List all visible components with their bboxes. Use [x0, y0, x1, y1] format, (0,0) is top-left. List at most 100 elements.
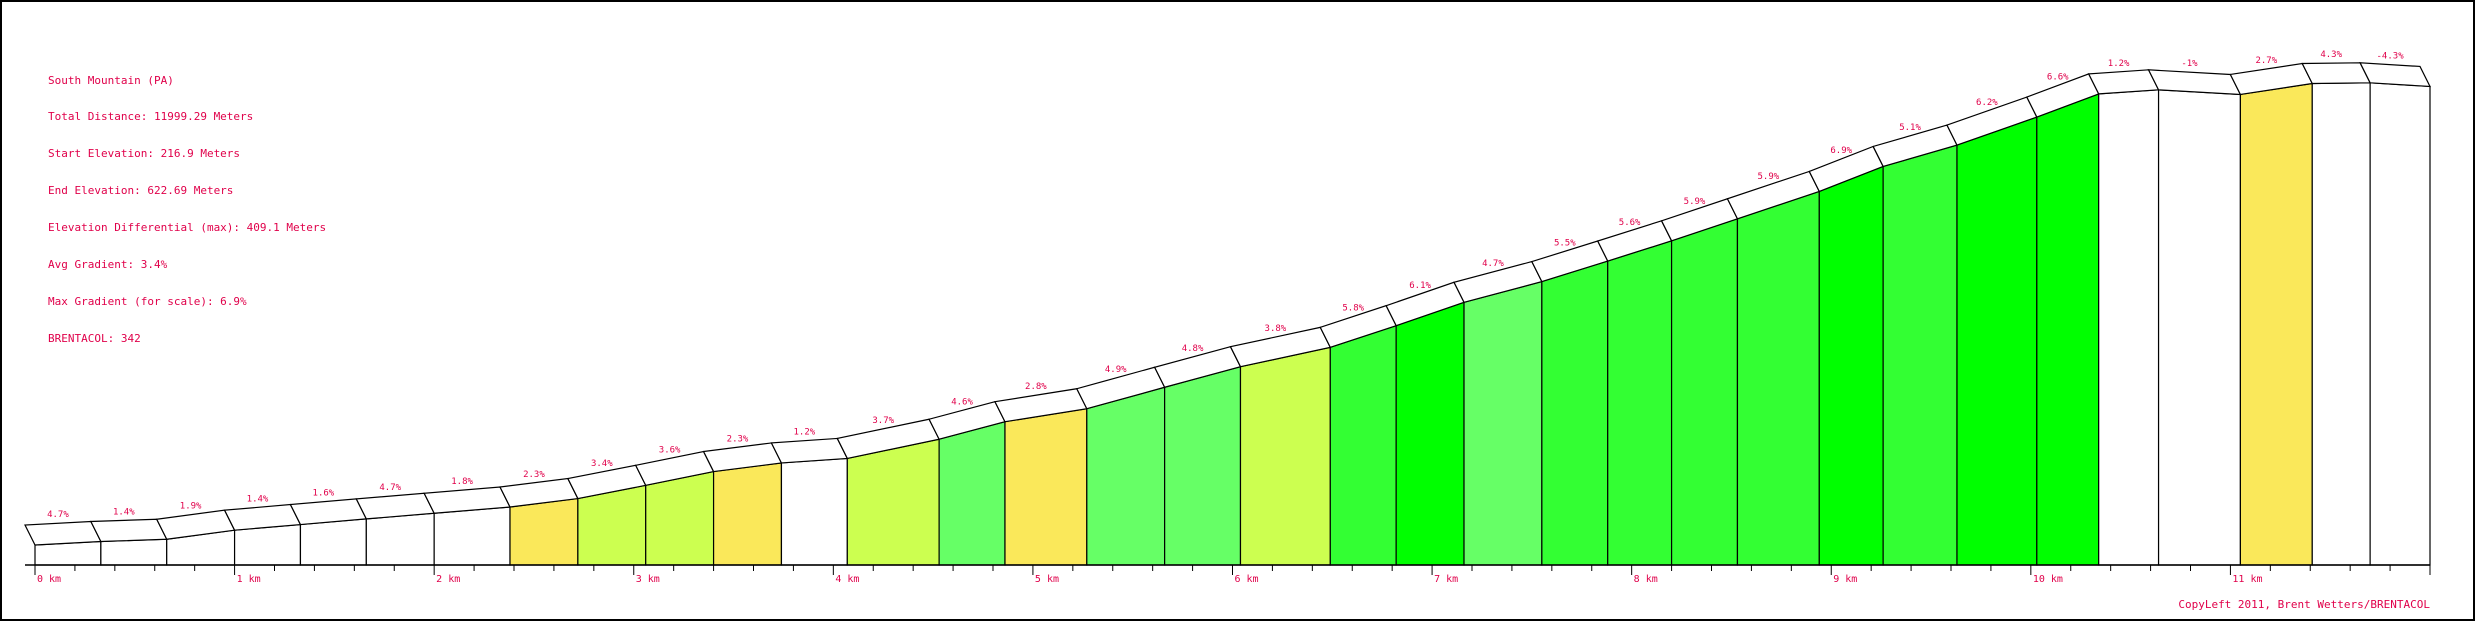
- segment-fill: [780, 457, 848, 566]
- gradient-label: 6.6%: [2047, 72, 2069, 82]
- x-tick-label: 5 km: [1035, 574, 1059, 585]
- x-tick-label: 4 km: [835, 574, 859, 585]
- gradient-label: 5.8%: [1342, 304, 1364, 314]
- gradient-label: 4.7%: [1482, 259, 1504, 269]
- route-title: South Mountain (PA): [48, 73, 174, 87]
- gradient-label: 1.6%: [313, 489, 335, 499]
- max-gradient: Max Gradient (for scale): 6.9%: [48, 294, 247, 308]
- segment-band: [24, 520, 102, 546]
- segment-fill: [2098, 89, 2160, 566]
- gradient-label: 2.8%: [1025, 382, 1047, 392]
- x-tick-label: 10 km: [2033, 574, 2063, 585]
- x-tick-label: 2 km: [436, 574, 460, 585]
- segment-band: [2087, 69, 2160, 95]
- route-info-block: South Mountain (PA) Total Distance: 1199…: [48, 50, 326, 357]
- segment-fill: [233, 523, 302, 566]
- segment-fill: [2311, 82, 2371, 566]
- segment-fill: [577, 484, 647, 566]
- gradient-label: 6.2%: [1976, 98, 1998, 108]
- segment-fill: [2157, 89, 2241, 566]
- x-tick-label: 1 km: [237, 574, 261, 585]
- gradient-label: -4.3%: [2377, 52, 2405, 62]
- gradient-labels: 4.7% 1.4% 1.9% 1.4% 1.6% 4.7% 1.8% 2.3% 3.4% 3.6%…: [47, 50, 2404, 520]
- segment-fill: [1239, 346, 1331, 566]
- gradient-label: 3.6%: [659, 445, 681, 455]
- gradient-label: 1.4%: [247, 494, 269, 504]
- gradient-label: 3.4%: [591, 459, 613, 469]
- x-tick-label: 8 km: [1634, 574, 1658, 585]
- gradient-label: 3.8%: [1265, 324, 1287, 334]
- x-tick-label: 7 km: [1434, 574, 1458, 585]
- gradient-label: 1.9%: [180, 502, 202, 512]
- avg-gradient: Avg Gradient: 3.4%: [48, 258, 168, 272]
- segment-band: [770, 437, 849, 464]
- segment-fill: [2369, 82, 2431, 566]
- segment-fill: [433, 506, 511, 566]
- x-tick-label: 11 km: [2232, 574, 2262, 585]
- segment-fill: [299, 518, 367, 566]
- segment-fill: [938, 420, 1006, 566]
- gradient-label: 1.4%: [113, 507, 135, 517]
- segment-fill: [1670, 217, 1739, 566]
- segment-fill: [2239, 82, 2313, 566]
- segment-band: [2359, 62, 2432, 88]
- x-tick-label: 6 km: [1235, 574, 1259, 585]
- segment-fill: [1882, 144, 1958, 566]
- brentacol-score: BRENTACOL: 342: [48, 331, 141, 345]
- gradient-label: 4.3%: [2320, 50, 2342, 60]
- segment-fill: [1736, 190, 1820, 566]
- gradient-label: 2.7%: [2255, 56, 2277, 66]
- segment-fill: [1541, 260, 1609, 566]
- gradient-label: 4.9%: [1105, 365, 1127, 375]
- elevation-differential: Elevation Differential (max): 409.1 Mete…: [48, 221, 327, 235]
- gradient-label: 4.6%: [951, 397, 973, 407]
- x-tick-labels: 0 km 1 km 2 km 3 km 4 km 5 km 6 km 7 km 8 km 9 km…: [37, 574, 2263, 585]
- segment-fill: [100, 538, 168, 566]
- x-tick-label: 0 km: [37, 574, 61, 585]
- gradient-label: 6.9%: [1830, 146, 1852, 156]
- gradient-label: 5.1%: [1899, 123, 1921, 133]
- gradient-label: 1.2%: [2108, 59, 2130, 69]
- copyleft-credit: CopyLeft 2011, Brent Wetters/BRENTACOL: [2178, 598, 2430, 611]
- gradient-label: 2.3%: [727, 434, 749, 444]
- gradient-label: 1.8%: [451, 477, 473, 487]
- segment-fills: [34, 82, 2431, 566]
- segment-fill: [1004, 408, 1088, 566]
- start-elevation: Start Elevation: 216.9 Meters: [48, 147, 241, 161]
- segment-fill: [509, 497, 579, 566]
- segment-fill: [1395, 301, 1465, 566]
- top-band: [24, 62, 2432, 546]
- segment-band: [2301, 62, 2372, 85]
- segment-fill: [1818, 165, 1884, 566]
- segment-fill: [365, 512, 435, 566]
- end-elevation: End Elevation: 622.69 Meters: [48, 184, 234, 198]
- gradient-label: 1.2%: [794, 428, 816, 438]
- segment-fill: [1956, 116, 2038, 566]
- segment-fill: [1607, 239, 1673, 566]
- segment-fill: [1086, 386, 1166, 566]
- gradient-label: 5.9%: [1684, 197, 1706, 207]
- gradient-label: 6.1%: [1409, 281, 1431, 291]
- segment-fill: [846, 438, 940, 566]
- gradient-label: 4.8%: [1182, 344, 1204, 354]
- gradient-label: 5.9%: [1758, 172, 1780, 182]
- segment-fill: [1164, 365, 1242, 566]
- gradient-label: 4.7%: [47, 510, 69, 520]
- segment-fill: [712, 462, 783, 566]
- x-tick-marks: [34, 565, 2431, 575]
- gradient-label: -1%: [2181, 59, 2198, 69]
- gradient-label: 4.7%: [379, 483, 401, 493]
- gradient-label: 2.3%: [523, 470, 545, 480]
- segment-fill: [2036, 93, 2100, 566]
- segment-fill: [1463, 280, 1543, 566]
- segment-fill: [645, 470, 715, 566]
- gradient-label: 5.5%: [1554, 238, 1576, 248]
- gradient-label: 5.6%: [1619, 218, 1641, 228]
- x-tick-label: 9 km: [1833, 574, 1857, 585]
- gradient-label: 3.7%: [872, 416, 894, 426]
- total-distance: Total Distance: 11999.29 Meters: [48, 110, 254, 124]
- x-tick-label: 3 km: [636, 574, 660, 585]
- segment-band: [89, 518, 168, 543]
- segment-fill: [1329, 324, 1397, 566]
